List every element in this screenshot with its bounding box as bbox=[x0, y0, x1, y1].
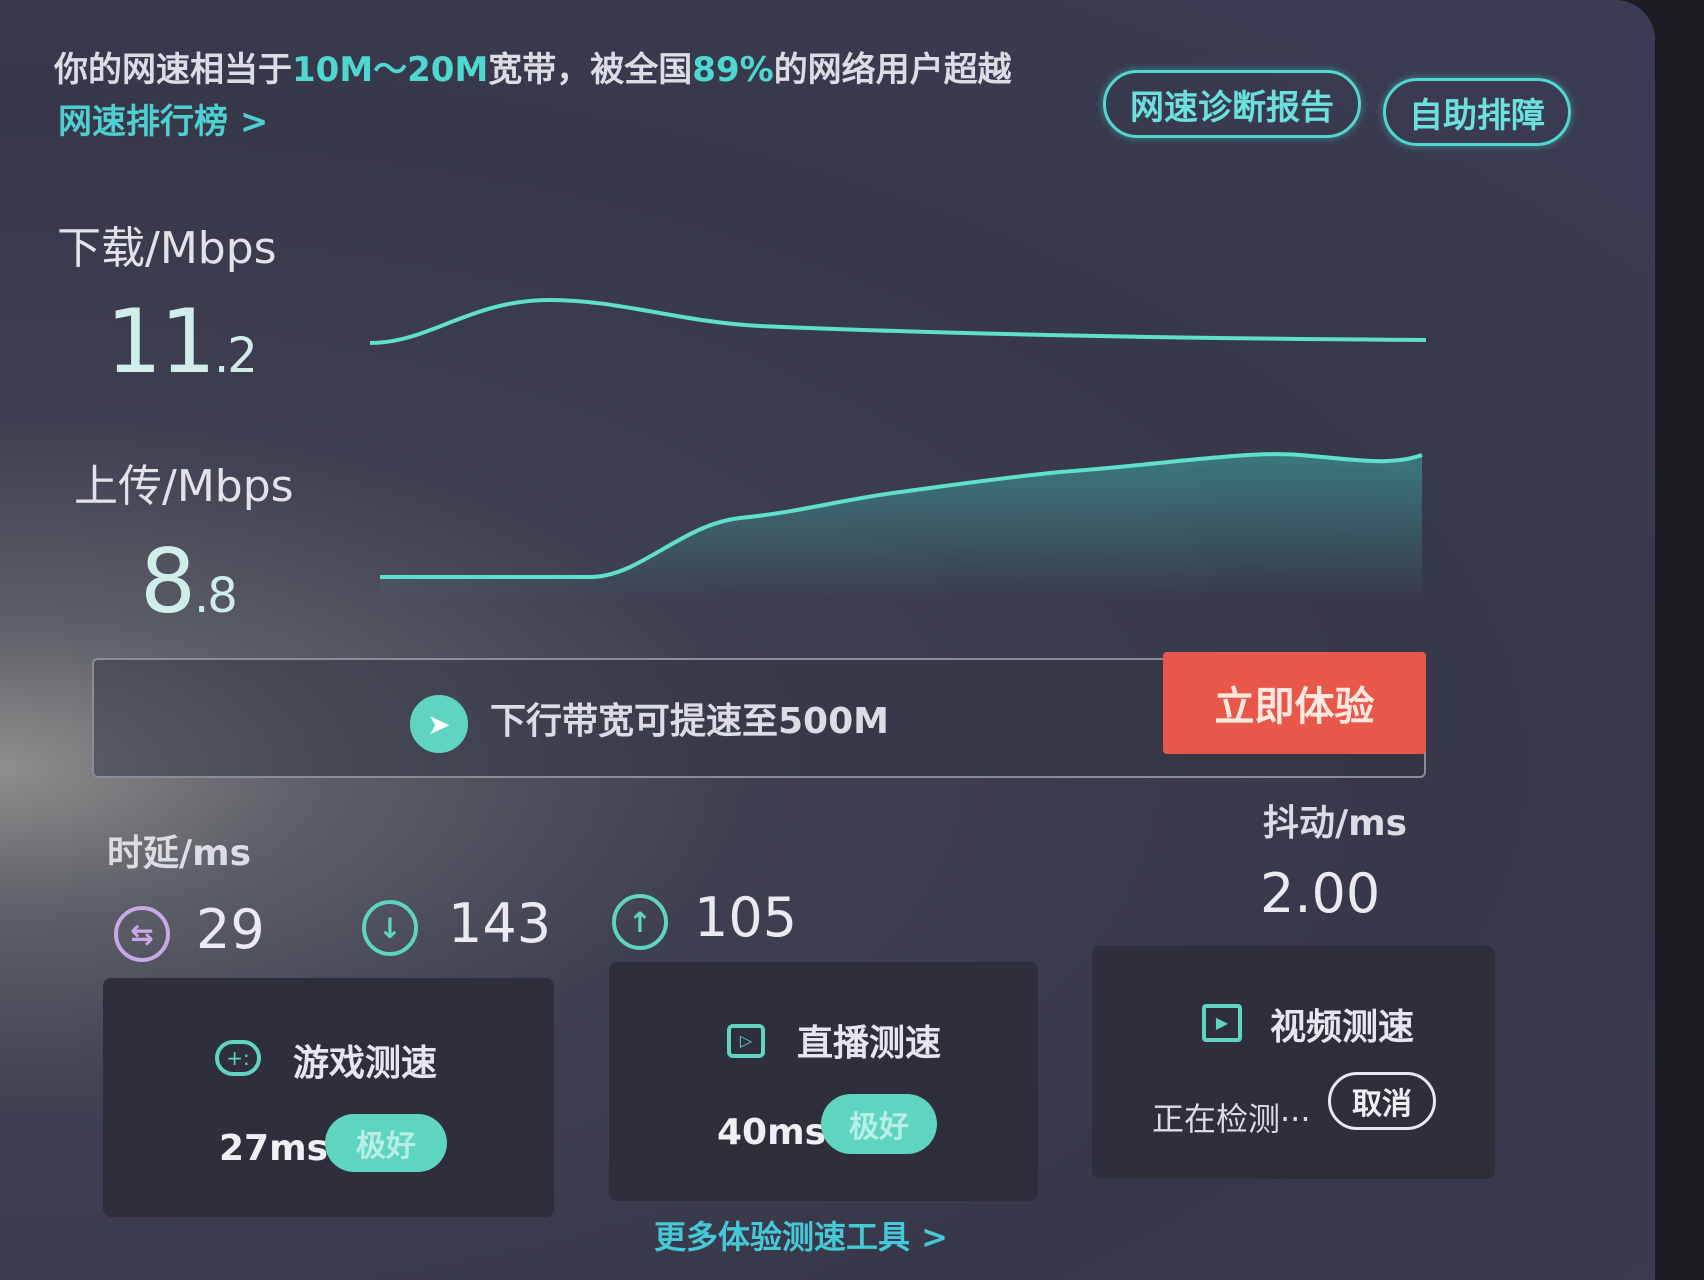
card-latency: 40ms bbox=[717, 1112, 827, 1153]
swap-arrows-icon: ⇆ bbox=[114, 906, 170, 962]
download-value: 11.2 bbox=[106, 290, 258, 393]
rating-badge: 极好 bbox=[821, 1094, 937, 1154]
cancel-button[interactable]: 取消 bbox=[1328, 1072, 1436, 1130]
tv-icon: ▷ bbox=[727, 1024, 765, 1058]
jitter-label: 抖动/ms bbox=[1263, 803, 1408, 844]
rocket-icon: ➤ bbox=[410, 695, 468, 753]
card-title: 游戏测速 bbox=[293, 1043, 438, 1084]
card-title: 视频测速 bbox=[1270, 1007, 1415, 1048]
rating-badge: 极好 bbox=[325, 1114, 447, 1172]
speed-diagnosis-report-button[interactable]: 网速诊断报告 bbox=[1103, 70, 1361, 138]
game-speed-card[interactable]: +: 游戏测速 27ms 极好 bbox=[103, 978, 554, 1217]
download-label: 下载/Mbps bbox=[57, 223, 277, 274]
live-speed-card[interactable]: ▷ 直播测速 40ms 极好 bbox=[609, 962, 1038, 1201]
download-curve bbox=[369, 297, 1427, 345]
speed-ranking-link[interactable]: 网速排行榜 > bbox=[58, 102, 269, 142]
video-icon: ▶ bbox=[1202, 1004, 1242, 1042]
video-speed-card[interactable]: ▶ 视频测速 正在检测··· 取消 bbox=[1092, 946, 1495, 1179]
download-arrow-icon: ↓ bbox=[362, 900, 418, 956]
upgrade-text: 下行带宽可提速至500M bbox=[490, 701, 889, 742]
latency-label: 时延/ms bbox=[107, 833, 252, 874]
speed-graphs bbox=[369, 297, 1427, 600]
speed-summary: 你的网速相当于10M～20M宽带，被全国89%的网络用户超越 bbox=[54, 50, 1012, 90]
more-speed-tools-link[interactable]: 更多体验测速工具 > bbox=[654, 1218, 948, 1256]
try-now-button[interactable]: 立即体验 bbox=[1163, 652, 1426, 754]
card-title: 直播测速 bbox=[797, 1023, 942, 1064]
upload-label: 上传/Mbps bbox=[74, 461, 294, 512]
detecting-status: 正在检测··· bbox=[1152, 1100, 1311, 1138]
upload-curve bbox=[380, 452, 1423, 579]
self-troubleshoot-button[interactable]: 自助排障 bbox=[1383, 78, 1571, 146]
idle-latency-value: 29 bbox=[196, 898, 265, 961]
upload-latency-value: 105 bbox=[694, 886, 798, 949]
upload-value: 8.8 bbox=[140, 530, 238, 633]
upload-arrow-icon: ↑ bbox=[612, 894, 668, 950]
jitter-value: 2.00 bbox=[1260, 862, 1381, 925]
gamepad-icon: +: bbox=[215, 1040, 261, 1076]
download-latency-value: 143 bbox=[448, 892, 552, 955]
card-latency: 27ms bbox=[219, 1128, 329, 1169]
speedtest-screen: 你的网速相当于10M～20M宽带，被全国89%的网络用户超越 网速排行榜 > 网… bbox=[0, 0, 1655, 1280]
